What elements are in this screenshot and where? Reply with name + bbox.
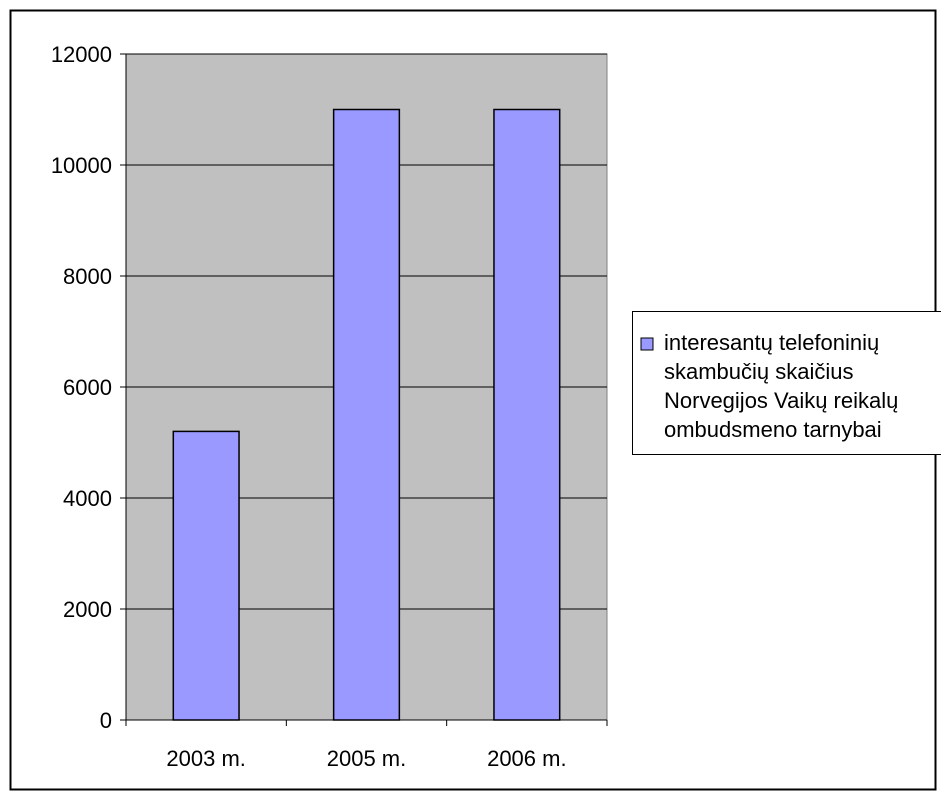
y-tick-label: 2000 <box>63 597 112 622</box>
bar <box>334 110 400 721</box>
y-tick-label: 4000 <box>63 486 112 511</box>
legend-swatch <box>641 338 653 350</box>
x-tick-label: 2005 m. <box>327 746 407 771</box>
legend: interesantų telefoninių skambučių skaiči… <box>633 312 941 455</box>
y-tick-label: 10000 <box>51 153 112 178</box>
y-tick-label: 6000 <box>63 375 112 400</box>
legend-line-1: interesantų telefoninių <box>664 330 879 355</box>
legend-line-4: ombudsmeno tarnybai <box>664 417 882 442</box>
legend-line-2: skambučių skaičius <box>664 359 854 384</box>
y-tick-label: 12000 <box>51 42 112 67</box>
bar <box>494 110 560 721</box>
legend-line-3: Norvegijos Vaikų reikalų <box>664 388 898 413</box>
y-tick-label: 0 <box>100 708 112 733</box>
x-tick-label: 2003 m. <box>166 746 246 771</box>
x-tick-label: 2006 m. <box>487 746 567 771</box>
y-tick-label: 8000 <box>63 264 112 289</box>
x-tick-labels: 2003 m. 2005 m. 2006 m. <box>166 746 566 771</box>
bar <box>173 431 239 720</box>
